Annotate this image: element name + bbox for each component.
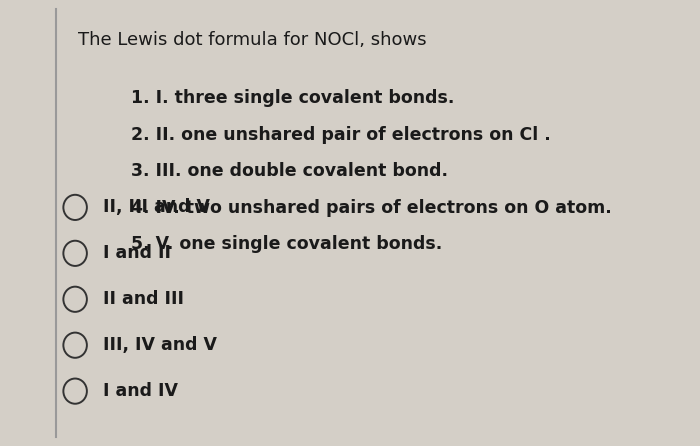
Text: II and III: II and III (103, 290, 184, 308)
Text: 5. V. one single covalent bonds.: 5. V. one single covalent bonds. (131, 235, 442, 253)
Text: III, IV and V: III, IV and V (103, 336, 217, 354)
Text: I and IV: I and IV (103, 382, 178, 400)
Text: 2. II. one unshared pair of electrons on Cl .: 2. II. one unshared pair of electrons on… (131, 126, 550, 144)
Text: II, III and V: II, III and V (103, 198, 210, 216)
Text: The Lewis dot formula for NOCl, shows: The Lewis dot formula for NOCl, shows (78, 31, 427, 49)
Text: 1. I. three single covalent bonds.: 1. I. three single covalent bonds. (131, 89, 454, 107)
Text: 3. III. one double covalent bond.: 3. III. one double covalent bond. (131, 162, 448, 180)
Text: 4. IV. two unshared pairs of electrons on O atom.: 4. IV. two unshared pairs of electrons o… (131, 199, 611, 217)
Text: I and II: I and II (103, 244, 172, 262)
